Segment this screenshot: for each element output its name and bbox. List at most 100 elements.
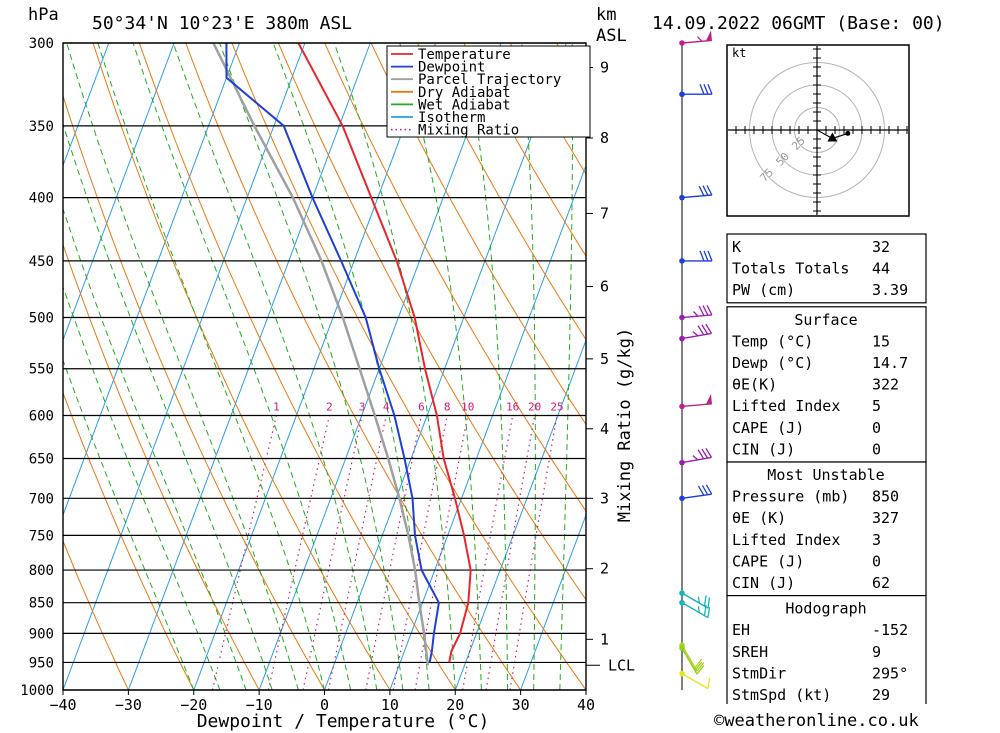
index-row-label: StmDir bbox=[732, 664, 786, 682]
height-tick-label: 9 bbox=[600, 59, 609, 77]
dry-adiabat bbox=[463, 43, 586, 258]
wet-adiabat bbox=[272, 43, 430, 690]
wind-barb-feather bbox=[705, 447, 713, 458]
height-tick-label: 7 bbox=[600, 204, 609, 222]
x-tick-label: 40 bbox=[577, 696, 595, 714]
isotherm bbox=[520, 513, 586, 690]
isotherm bbox=[63, 43, 306, 690]
mixing-ratio-line bbox=[302, 415, 363, 690]
index-table-title: Surface bbox=[794, 311, 857, 329]
wind-barb-dot bbox=[679, 599, 685, 606]
wind-barb bbox=[679, 30, 712, 46]
dewpoint-line bbox=[225, 43, 440, 663]
x-tick-label: −20 bbox=[180, 696, 207, 714]
pressure-tick-label: 500 bbox=[29, 311, 54, 327]
index-row-value: 327 bbox=[872, 509, 899, 527]
index-table-title: Hodograph bbox=[785, 600, 866, 618]
index-row-value: 0 bbox=[872, 419, 881, 437]
mixing-ratio-line bbox=[365, 415, 422, 690]
isotherm bbox=[389, 164, 586, 690]
wind-barb-shaft bbox=[681, 644, 698, 672]
wet-adiabat bbox=[63, 358, 195, 690]
index-row-label: Pressure (mb) bbox=[732, 488, 849, 506]
wind-barb-feather bbox=[696, 665, 705, 675]
isotherm bbox=[454, 338, 586, 690]
x-tick-label: 10 bbox=[381, 696, 399, 714]
index-row-value: 5 bbox=[872, 397, 881, 415]
wind-barb-feather bbox=[703, 604, 707, 616]
wind-barb bbox=[679, 645, 705, 675]
mixing-ratio-line bbox=[327, 415, 387, 690]
index-row-value: 9 bbox=[872, 643, 881, 661]
wet-adiabat bbox=[63, 285, 221, 690]
wind-barb-dot bbox=[679, 40, 685, 46]
pressure-tick-label: 450 bbox=[29, 254, 54, 270]
isobars bbox=[63, 42, 586, 691]
index-row-value: 0 bbox=[872, 552, 881, 570]
legend-entry: Temperature bbox=[418, 47, 511, 63]
wind-barb-dot bbox=[679, 194, 685, 201]
wind-barb-feather bbox=[696, 662, 705, 672]
index-row-label: CIN (J) bbox=[732, 574, 795, 592]
pressure-tick-label: 700 bbox=[29, 491, 54, 507]
mixing-ratio-line bbox=[509, 415, 558, 690]
plot-frame bbox=[62, 42, 587, 691]
wind-barb-dot bbox=[679, 645, 685, 651]
height-asl-label: ASL bbox=[596, 26, 627, 46]
wind-barb-shaft bbox=[681, 647, 698, 675]
wind-barb-feather bbox=[707, 83, 713, 95]
index-row-value: 62 bbox=[872, 574, 890, 592]
wet-adiabat bbox=[97, 43, 325, 690]
wind-barb bbox=[679, 393, 712, 410]
mixing-ratio-line bbox=[392, 415, 448, 690]
height-tick-label: 8 bbox=[600, 129, 609, 147]
wind-barb-feather bbox=[701, 324, 709, 335]
mixing-ratio-label: 20 bbox=[528, 401, 541, 414]
x-tick-label: −40 bbox=[49, 696, 76, 714]
pressure-tick-label: 1000 bbox=[20, 683, 54, 699]
wet-adiabat bbox=[219, 43, 404, 690]
legend-entry: Dewpoint bbox=[418, 60, 485, 76]
index-row-value: 850 bbox=[872, 488, 899, 506]
wind-barb-feather bbox=[694, 658, 703, 669]
wind-barb bbox=[679, 599, 711, 619]
height-tick-label: 6 bbox=[600, 278, 609, 296]
dry-adiabat bbox=[416, 43, 586, 341]
index-row-value: -152 bbox=[872, 621, 908, 639]
legend-entry: Dry Adiabat bbox=[418, 85, 511, 101]
wind-barb-feather bbox=[703, 83, 709, 95]
wind-barb-feather bbox=[699, 83, 705, 95]
isotherm bbox=[193, 43, 437, 690]
legend-entry: Isotherm bbox=[418, 110, 485, 126]
dry-adiabat bbox=[63, 539, 129, 690]
index-row-value: 0 bbox=[872, 440, 881, 458]
wind-barb bbox=[679, 250, 713, 264]
index-row-label: SREH bbox=[732, 643, 768, 661]
wind-barb-dot bbox=[679, 459, 685, 466]
wind-barb-dot bbox=[679, 670, 685, 677]
wet-adiabat bbox=[521, 43, 536, 690]
index-row-label: Lifted Index bbox=[732, 531, 840, 549]
isotherm bbox=[63, 43, 240, 517]
index-row-label: EH bbox=[732, 621, 750, 639]
wind-barb-dot bbox=[679, 590, 685, 596]
index-row-label: StmSpd (kt) bbox=[732, 686, 831, 704]
wind-barb bbox=[679, 590, 711, 609]
dry-adiabat bbox=[185, 43, 522, 690]
wind-barb-pennant bbox=[705, 393, 712, 405]
wind-barb-feather bbox=[697, 449, 705, 460]
wind-barb bbox=[679, 323, 713, 342]
wind-barb bbox=[679, 484, 713, 502]
wind-barb-feather bbox=[707, 677, 711, 689]
wind-barb bbox=[679, 670, 711, 690]
index-row-value: 32 bbox=[872, 238, 890, 256]
index-row-value: 3 bbox=[872, 531, 881, 549]
pressure-tick-label: 950 bbox=[29, 655, 54, 671]
pressure-tick-label: 800 bbox=[29, 563, 54, 579]
x-tick-label: −30 bbox=[115, 696, 142, 714]
wind-barb-dot bbox=[679, 403, 685, 410]
dry-adiabat bbox=[231, 43, 586, 690]
dry-adiabat bbox=[370, 43, 586, 426]
x-tick-label: 20 bbox=[446, 696, 464, 714]
